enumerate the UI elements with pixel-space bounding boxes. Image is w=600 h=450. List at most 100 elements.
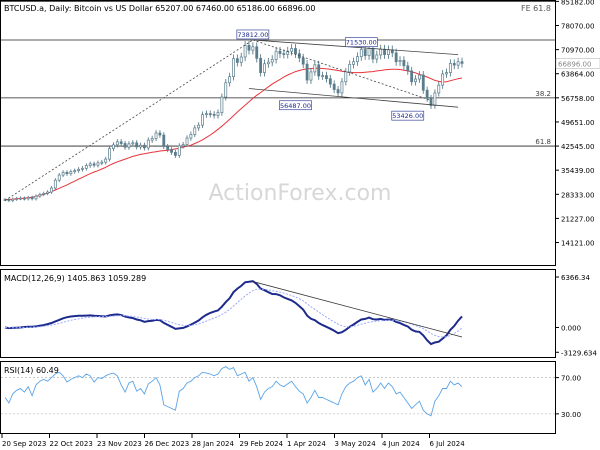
candle-body [212, 113, 216, 116]
macd-trendline [252, 281, 463, 338]
candle-body [352, 61, 355, 65]
candle-body [224, 82, 228, 98]
macd-title: MACD(12,26,9) 1405.863 1059.289 [4, 274, 146, 283]
candle-body [363, 49, 367, 56]
candle-body [433, 92, 437, 106]
candle-body [104, 158, 108, 163]
candle-body [232, 58, 235, 78]
candle-body [220, 96, 224, 113]
date-label: 22 Oct 2023 [50, 440, 93, 448]
annotation-label: 71530.00 [346, 39, 377, 47]
annotation-label: 53426.00 [392, 112, 423, 120]
price-tick-label: 14121.00 [561, 240, 594, 248]
candle-body [274, 50, 278, 60]
candle-body [108, 148, 111, 160]
candle-body [42, 193, 46, 195]
candle-body [359, 49, 363, 57]
candle-body [38, 194, 42, 197]
channel-lower [248, 88, 459, 108]
candle-body [321, 75, 324, 77]
candle-body [383, 48, 386, 55]
candle-body [208, 113, 212, 115]
candle-body [216, 112, 220, 116]
candle-body [325, 75, 328, 80]
candle-body [445, 72, 448, 75]
candle-body [154, 132, 158, 139]
price-tick-label: 42545.00 [561, 143, 594, 151]
macd-tick-label: -3129.634 [561, 349, 597, 357]
candle-body [139, 144, 142, 148]
candle-body [251, 46, 255, 51]
candle-body [313, 64, 317, 73]
annotation-box [236, 29, 270, 40]
macd-line [4, 280, 463, 346]
candle-body [15, 198, 19, 200]
channel-lines [4, 39, 459, 201]
date-label: 23 Nov 2023 [97, 440, 142, 448]
macd-panel-frame [0, 269, 556, 358]
price-tick-label: 35439.00 [561, 167, 594, 175]
candle-body [81, 167, 84, 170]
candle-body [189, 133, 193, 139]
candle-body [150, 138, 154, 141]
price-annotations: 73812.00 71530.00 56487.00 53426.00 [236, 29, 425, 121]
candle-body [69, 171, 73, 175]
price-axis: 85182.00 78070.00 70970.00 63864.00 56758.00… [555, 0, 600, 248]
candle-body [290, 48, 294, 52]
rsi-line [4, 366, 463, 417]
candle-body [235, 58, 239, 63]
rsi-axis: 70.00 30.00 [555, 375, 581, 419]
candle-body [73, 170, 77, 173]
level-label: 61.8 [535, 138, 551, 146]
candle-body [437, 84, 441, 94]
symbol-info: BTCUSD.a, Daily: Bitcoin vs US Dollar 65… [4, 4, 315, 13]
candle-body [112, 144, 115, 149]
candle-body [7, 199, 11, 201]
candle-body [259, 57, 263, 73]
candle-body [410, 70, 414, 83]
candle-body [84, 165, 88, 169]
price-tick-label: 21227.00 [561, 215, 594, 223]
candle-body [270, 59, 274, 63]
candle-body [402, 60, 406, 67]
price-tick-label: 70970.00 [561, 47, 594, 55]
candle-body [340, 81, 344, 94]
candle-body [131, 142, 135, 145]
candles [3, 41, 464, 203]
candle-body [456, 61, 460, 66]
level-label: 38.2 [535, 90, 551, 98]
candle-body [46, 191, 50, 194]
candle-body [317, 64, 321, 77]
candle-body [301, 57, 305, 65]
candle-body [371, 48, 375, 60]
candle-body [204, 113, 208, 116]
date-label: 4 Jun 2024 [382, 440, 420, 448]
candle-body [135, 142, 139, 148]
rsi-title: RSI(14) 60.49 [4, 366, 59, 375]
candle-body [146, 139, 150, 149]
candle-body [266, 61, 270, 65]
candle-body [429, 98, 433, 106]
price-tag: 66896.00 [558, 60, 591, 68]
annotation-box [345, 37, 378, 48]
price-tick-label: 78070.00 [561, 23, 594, 31]
candle-body [328, 78, 332, 85]
candle-body [305, 63, 309, 81]
macd-tick-label: 0.000 [561, 324, 581, 332]
candle-body [425, 89, 429, 99]
candle-body [387, 49, 390, 55]
rsi-lines [1, 366, 555, 417]
rsi-panel-frame [0, 361, 556, 434]
candle-body [421, 74, 425, 91]
candle-body [348, 64, 352, 73]
downtrend-dotted [252, 39, 432, 101]
candle-body [127, 143, 131, 148]
candle-body [119, 141, 123, 144]
candle-body [123, 143, 127, 148]
macd-tick-label: 6366.34 [561, 274, 590, 282]
candle-body [50, 187, 53, 193]
level-lines: 38.2 61.8 [1, 0, 555, 147]
candle-body [181, 144, 185, 147]
candle-body [158, 132, 162, 136]
